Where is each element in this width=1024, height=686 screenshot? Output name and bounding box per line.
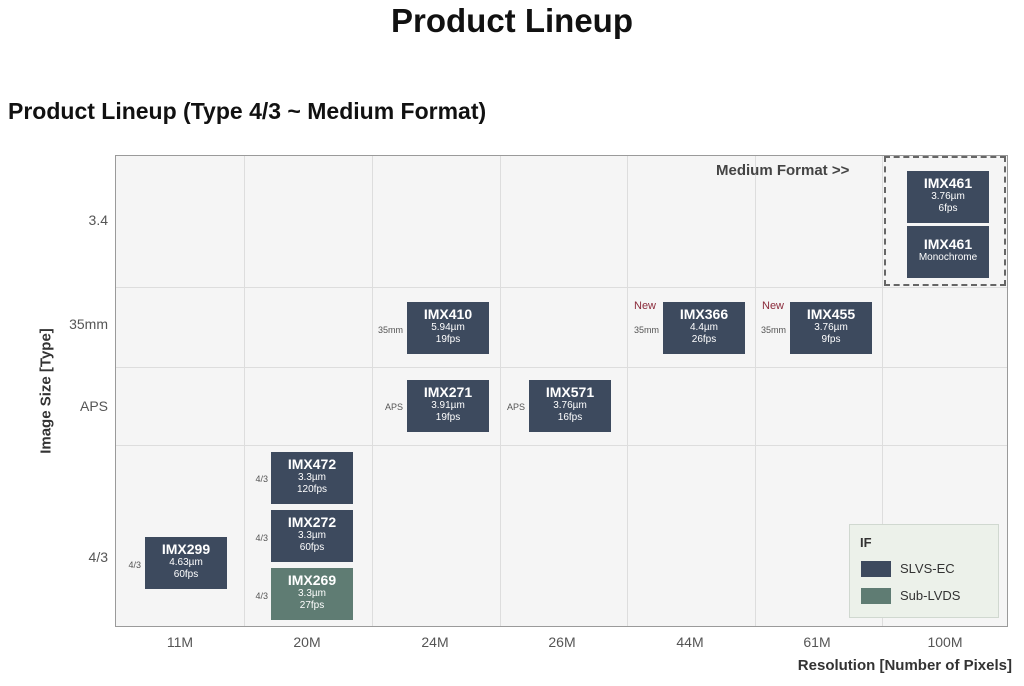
legend-label: SLVS-EC [900,561,955,576]
product-name: IMX571 [545,384,595,400]
medium-format-box [884,156,1006,286]
product-name: IMX461 [923,236,973,252]
new-badge: New [634,300,657,312]
grid-line [116,367,1007,368]
size-tag: 35mm [760,325,786,335]
product-chip-imx410: IMX410 5.94µm 19fps [407,302,489,354]
product-chip-imx455: IMX455 3.76µm 9fps [790,302,872,354]
size-tag: APS [506,402,525,412]
product-name: IMX299 [161,541,211,557]
grid-line [372,156,373,626]
product-chip-imx366: IMX366 4.4µm 26fps [663,302,745,354]
product-spec: Monochrome [918,252,978,263]
product-spec: 3.76µm [553,400,587,411]
size-tag: 35mm [377,325,403,335]
product-spec: 3.3µm [298,588,326,599]
product-name: IMX272 [287,514,337,530]
grid-line [500,156,501,626]
product-name: IMX269 [287,572,337,588]
x-tick-label: 24M [421,634,449,650]
section-title: Product Lineup (Type 4/3 ~ Medium Format… [8,98,487,124]
product-spec: 19fps [435,412,461,423]
y-tick-label: 35mm [69,316,108,332]
product-chip-imx299: IMX299 4.63µm 60fps [145,537,227,589]
x-tick-label: 26M [548,634,576,650]
product-name: IMX472 [287,456,337,472]
product-spec: 9fps [821,334,841,345]
product-name: IMX271 [423,384,473,400]
size-tag: 4/3 [255,474,268,484]
product-spec: 3.3µm [298,472,326,483]
legend-label: Sub-LVDS [900,588,961,603]
product-spec: 27fps [299,600,325,611]
legend-swatch-slvs-ec [861,561,891,577]
legend: IF SLVS-EC Sub-LVDS [849,524,999,618]
product-chip-imx571: IMX571 3.76µm 16fps [529,380,611,432]
product-spec: 16fps [557,412,583,423]
grid-line [244,156,245,626]
product-spec: 4.63µm [169,557,203,568]
y-tick-label: 4/3 [88,549,108,565]
product-spec: 3.91µm [431,400,465,411]
product-spec: 120fps [296,484,328,495]
y-tick-label: APS [79,398,108,414]
x-tick-label: 61M [803,634,831,650]
product-name: IMX461 [923,175,973,191]
product-chip-imx269: IMX269 3.3µm 27fps [271,568,353,620]
medium-format-label: Medium Format >> [716,162,850,179]
legend-title: IF [860,535,872,550]
product-spec: 6fps [938,203,958,214]
y-axis-label: Image Size [Type] [37,328,55,454]
x-tick-label: 100M [927,634,963,650]
y-tick-label: 3.4 [88,212,108,228]
product-spec: 60fps [173,569,199,580]
product-spec: 26fps [691,334,717,345]
size-tag: APS [384,402,403,412]
size-tag: 4/3 [255,591,268,601]
grid-line [882,156,883,626]
x-tick-label: 20M [293,634,321,650]
x-tick-label: 44M [676,634,704,650]
product-spec: 5.94µm [431,322,465,333]
product-chip-imx472: IMX472 3.3µm 120fps [271,452,353,504]
product-spec: 3.76µm [931,191,965,202]
x-tick-label: 11M [166,634,194,650]
page-title: Product Lineup [391,2,633,39]
size-tag: 4/3 [255,533,268,543]
product-chip-imx272: IMX272 3.3µm 60fps [271,510,353,562]
product-chip-imx271: IMX271 3.91µm 19fps [407,380,489,432]
size-tag: 35mm [633,325,659,335]
product-chip-imx461-mono: IMX461 Monochrome [907,226,989,278]
size-tag: 4/3 [128,560,141,570]
product-spec: 3.3µm [298,530,326,541]
grid-line [755,156,756,626]
new-badge: New [762,300,785,312]
product-spec: 60fps [299,542,325,553]
product-spec: 4.4µm [690,322,718,333]
product-chip-imx461: IMX461 3.76µm 6fps [907,171,989,223]
product-name: IMX410 [423,306,473,322]
legend-swatch-sub-lvds [861,588,891,604]
x-axis-label: Resolution [Number of Pixels] [797,657,1012,674]
grid-line [116,287,1007,288]
product-name: IMX366 [679,306,729,322]
product-spec: 19fps [435,334,461,345]
grid-line [627,156,628,626]
grid-line [116,445,1007,446]
product-spec: 3.76µm [814,322,848,333]
product-name: IMX455 [806,306,856,322]
